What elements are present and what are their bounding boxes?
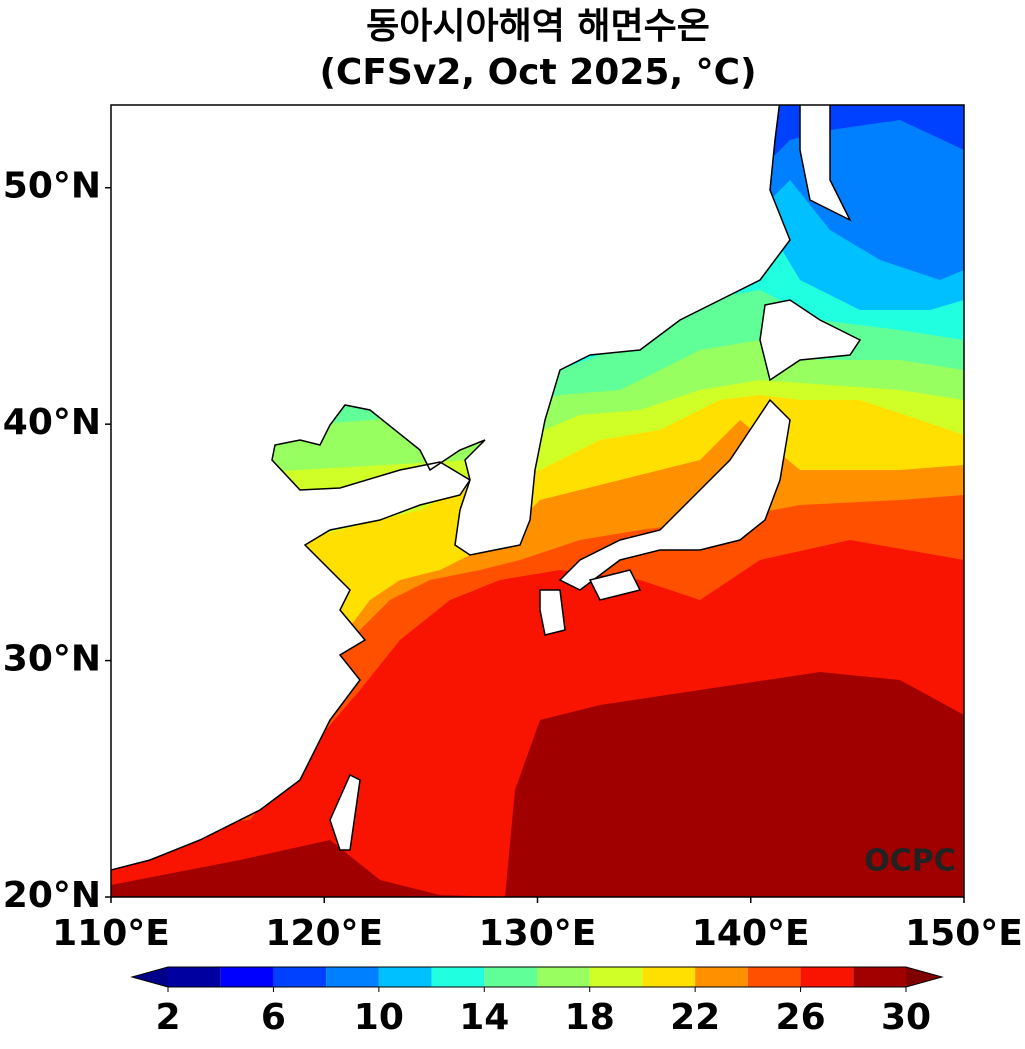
land — [329, 773, 361, 851]
colorbar-tick-label: 30 — [881, 997, 931, 1038]
chart-title: 동아시아해역 해면수온 — [366, 6, 710, 47]
y-tick-label: 30°N — [3, 639, 101, 680]
colorbar-segment — [484, 967, 537, 987]
colorbar-segment — [589, 967, 643, 987]
x-tick-label: 150°E — [905, 913, 1023, 954]
colorbar-extend-high — [906, 967, 942, 987]
land — [539, 589, 566, 636]
colorbar-segment — [273, 967, 327, 987]
colorbar-segment — [642, 967, 696, 987]
colorbar-segment — [747, 967, 801, 987]
colorbar-tick-label: 6 — [261, 997, 286, 1038]
colorbar-tick-label: 10 — [354, 997, 404, 1038]
colorbar-extend-low — [132, 967, 168, 987]
colorbar-segment — [800, 967, 854, 987]
x-tick-label: 130°E — [479, 913, 597, 954]
colorbar-segment — [431, 967, 485, 987]
land — [558, 398, 791, 591]
land — [799, 105, 852, 222]
colorbar-tick-label: 26 — [776, 997, 826, 1038]
y-tick-label: 20°N — [3, 875, 101, 916]
colorbar-segment — [695, 967, 748, 987]
colorbar-tick-label: 22 — [670, 997, 720, 1038]
y-tick-label: 50°N — [3, 166, 101, 207]
colorbar-tick-label: 2 — [155, 997, 180, 1038]
x-tick-label: 120°E — [265, 913, 383, 954]
chart-subtitle: (CFSv2, Oct 2025, °C) — [319, 52, 756, 93]
colorbar-segment — [168, 967, 221, 987]
y-tick-label: 40°N — [3, 402, 101, 443]
land — [588, 569, 642, 601]
colorbar-segment — [853, 967, 906, 987]
colorbar-segment — [378, 967, 432, 987]
colorbar-segment — [537, 967, 590, 987]
x-tick-label: 140°E — [692, 913, 810, 954]
land — [759, 299, 862, 382]
map — [111, 105, 964, 897]
colorbar-segment — [220, 967, 274, 987]
colorbar-segment — [326, 967, 379, 987]
x-tick-label: 110°E — [52, 913, 170, 954]
colorbar-tick-label: 18 — [565, 997, 615, 1038]
land — [111, 105, 791, 871]
colorbar-tick-label: 14 — [459, 997, 509, 1038]
watermark: OCPC — [864, 844, 956, 879]
